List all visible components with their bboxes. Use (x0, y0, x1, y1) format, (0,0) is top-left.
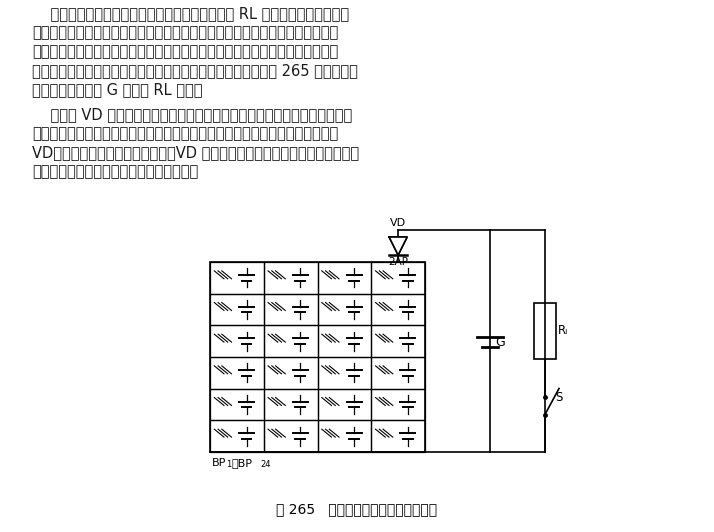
Bar (210, 357, 263, 389)
Bar (318, 420, 371, 452)
Polygon shape (389, 237, 407, 255)
Text: 1: 1 (226, 460, 231, 469)
Text: Rₗ: Rₗ (558, 325, 568, 337)
Text: 很低，影响负载用电。为了解决这个问题，可参照这例把硅光电池组与镍镉蓄电: 很低，影响负载用电。为了解决这个问题，可参照这例把硅光电池组与镍镉蓄电 (32, 44, 338, 59)
Bar (318, 262, 371, 294)
Text: ～BP: ～BP (232, 458, 253, 468)
Bar (263, 262, 318, 294)
Bar (263, 326, 318, 357)
Bar (263, 357, 318, 389)
Bar (263, 294, 318, 326)
Bar (371, 262, 425, 294)
Text: BP: BP (212, 458, 226, 468)
Text: 输出电流，反向耐压要高于蓄电池的电压。: 输出电流，反向耐压要高于蓄电池的电压。 (32, 164, 198, 179)
Bar (210, 262, 263, 294)
Text: 低于蓄电池电压，因而造成电流逆流（由蓄电池流向硅光电池组）。加了二极管: 低于蓄电池电压，因而造成电流逆流（由蓄电池流向硅光电池组）。加了二极管 (32, 126, 338, 141)
Bar (210, 389, 263, 420)
Bar (318, 389, 371, 420)
Bar (210, 294, 263, 326)
Bar (371, 389, 425, 420)
Bar (318, 357, 371, 389)
Text: G: G (495, 336, 505, 348)
Text: 图中的 VD 是防止逆流二极管。在无光或光线很弱时，光电池组的输出电压: 图中的 VD 是防止逆流二极管。在无光或光线很弱时，光电池组的输出电压 (32, 107, 352, 122)
Bar (318, 326, 371, 357)
Text: VD: VD (390, 218, 406, 228)
Text: 2AP: 2AP (388, 257, 408, 267)
Bar (210, 326, 263, 357)
Text: 24: 24 (260, 460, 271, 469)
Text: VD，就能有效地阻止逆流的出现。VD 的最大工作电流要大于硅光电池组的最大: VD，就能有效地阻止逆流的出现。VD 的最大工作电流要大于硅光电池组的最大 (32, 145, 359, 160)
Text: S: S (555, 391, 563, 404)
Bar (210, 420, 263, 452)
Bar (263, 420, 318, 452)
Text: 照时，由蓄电池组 G 向负载 RL 供电。: 照时，由蓄电池组 G 向负载 RL 供电。 (32, 82, 203, 97)
Bar (371, 326, 425, 357)
Bar (371, 357, 425, 389)
Text: 硅光电池组作为太阳能电源，它可以直接给负载 RL 供电。但是在夜间无光: 硅光电池组作为太阳能电源，它可以直接给负载 RL 供电。但是在夜间无光 (32, 6, 349, 21)
Bar (318, 294, 371, 326)
Bar (371, 420, 425, 452)
Bar (263, 389, 318, 420)
Bar (210, 262, 425, 452)
Text: 池（充电电池），正极接正极、负极接负极进行充电。电路如图 265 所示。无光: 池（充电电池），正极接正极、负极接负极进行充电。电路如图 265 所示。无光 (32, 63, 358, 78)
Bar (371, 294, 425, 326)
Text: 照，或是阴雨天光强变化较大时，硅光电池便没有电压电流输出，或是输出电压: 照，或是阴雨天光强变化较大时，硅光电池便没有电压电流输出，或是输出电压 (32, 25, 338, 40)
Bar (534, 303, 556, 359)
Text: 图 265   光电池给镍镉电池充电的电路: 图 265 光电池给镍镉电池充电的电路 (276, 502, 438, 516)
